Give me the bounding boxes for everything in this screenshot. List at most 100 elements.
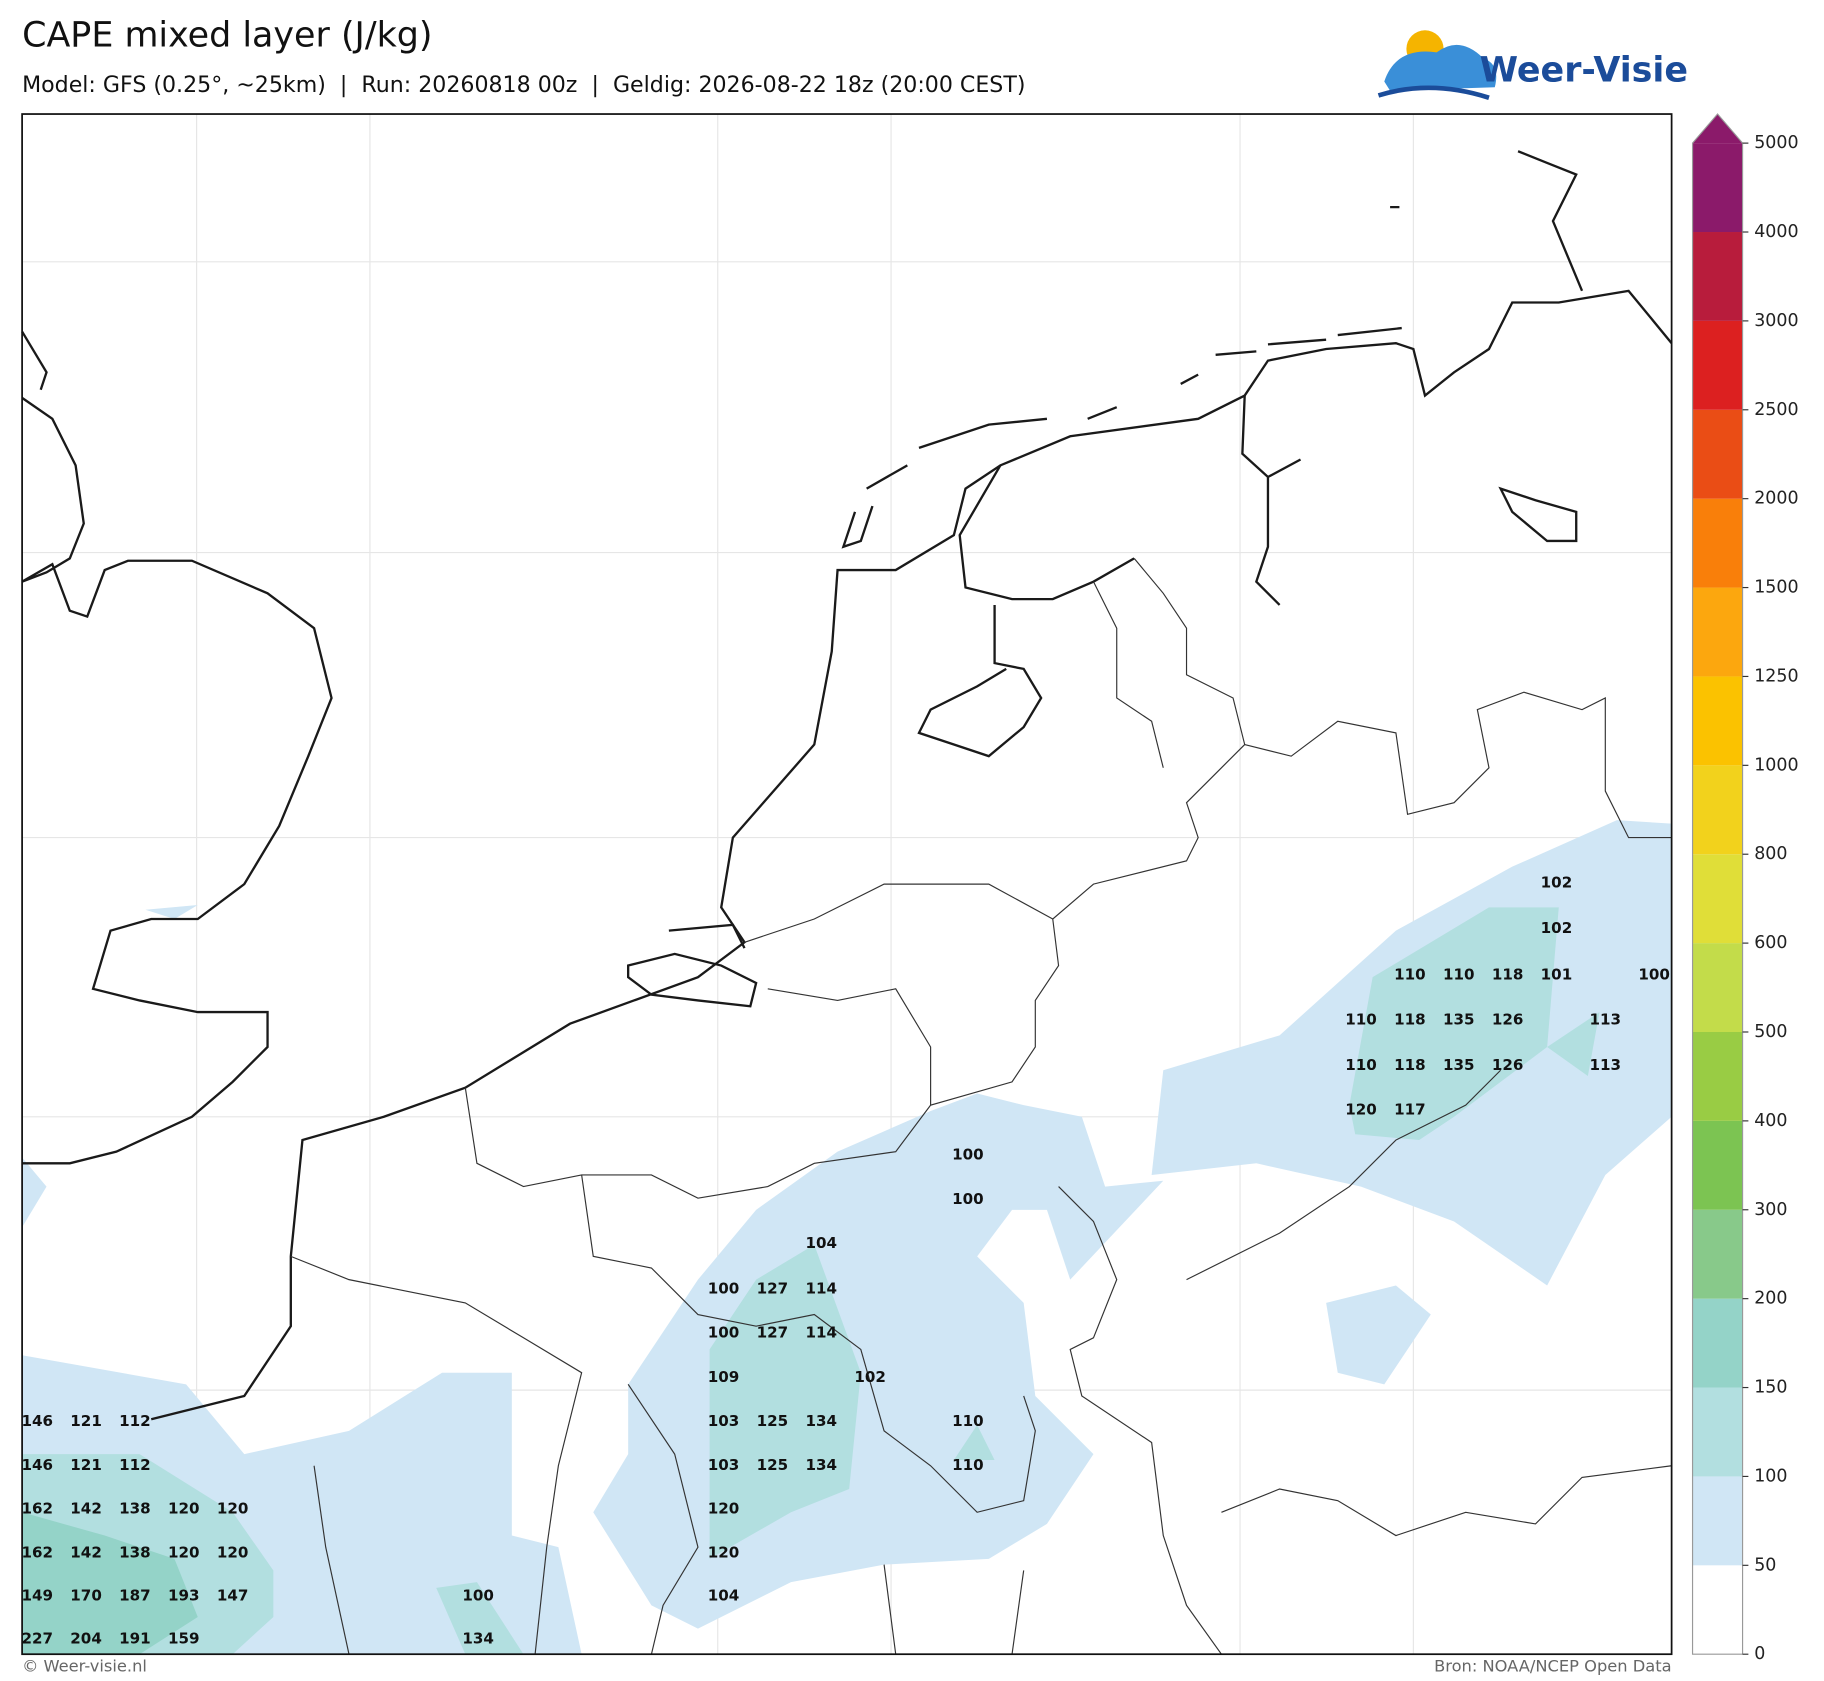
colorbar-segment <box>1692 143 1743 233</box>
map: 102 102 110 110 118 101 100 110 118 135 126 113 110 1… <box>21 113 1673 1656</box>
colorbar-segment <box>1692 587 1743 677</box>
value-label: 159 <box>168 1630 200 1648</box>
colorbar-segment <box>1692 854 1743 944</box>
colorbar-tick-label: 2500 <box>1754 400 1798 420</box>
colorbar-tick-label: 1000 <box>1754 755 1798 775</box>
colorbar-extension <box>1692 114 1743 144</box>
logo: Weer-Visie <box>1377 30 1688 100</box>
value-label: 135 <box>1443 1056 1475 1074</box>
value-label: 102 <box>854 1368 886 1386</box>
value-label: 113 <box>1590 1011 1622 1029</box>
colorbar-tick-label: 100 <box>1754 1466 1787 1486</box>
value-label: 101 <box>1541 965 1573 983</box>
value-label: 121 <box>70 1412 102 1430</box>
value-label: 104 <box>805 1234 837 1252</box>
value-label: 135 <box>1443 1011 1475 1029</box>
colorbar-segment <box>1692 409 1743 499</box>
value-label: 162 <box>21 1499 53 1517</box>
value-label: 162 <box>21 1544 53 1562</box>
value-label: 110 <box>1345 1011 1377 1029</box>
value-label: 127 <box>757 1324 789 1342</box>
value-label: 120 <box>708 1544 740 1562</box>
colorbar-tick-label: 2000 <box>1754 489 1798 509</box>
colorbar-segment <box>1692 1120 1743 1210</box>
value-label: 142 <box>70 1544 102 1562</box>
colorbar-segment <box>1692 676 1743 766</box>
cape-field <box>22 820 1672 1655</box>
colorbar-segment <box>1692 765 1743 855</box>
colorbar-tick-label: 4000 <box>1754 222 1798 242</box>
logo-text: Weer-Visie <box>1480 50 1688 90</box>
value-label: 100 <box>1638 965 1670 983</box>
colorbar-tick-label: 400 <box>1754 1111 1787 1131</box>
value-label: 118 <box>1492 965 1524 983</box>
value-label: 138 <box>119 1499 151 1517</box>
value-label: 120 <box>217 1544 249 1562</box>
value-label: 100 <box>952 1190 984 1208</box>
value-label: 187 <box>119 1587 151 1605</box>
source: Bron: NOAA/NCEP Open Data <box>1434 1657 1672 1676</box>
borders <box>290 558 1672 1655</box>
colorbar-tick-label: 150 <box>1754 1378 1787 1398</box>
value-label: 134 <box>462 1630 494 1648</box>
colorbar-tick-label: 1500 <box>1754 578 1798 598</box>
value-label: 120 <box>168 1499 200 1517</box>
value-label: 117 <box>1394 1100 1426 1118</box>
colorbar-segment <box>1692 320 1743 410</box>
colorbar-tick-label: 0 <box>1754 1644 1765 1664</box>
title: CAPE mixed layer (J/kg) <box>22 16 432 56</box>
value-label: 193 <box>168 1587 200 1605</box>
value-label: 125 <box>757 1412 789 1430</box>
value-label: 126 <box>1492 1056 1524 1074</box>
value-label: 125 <box>757 1456 789 1474</box>
value-label: 126 <box>1492 1011 1524 1029</box>
value-label: 191 <box>119 1630 151 1648</box>
value-label: 121 <box>70 1456 102 1474</box>
value-label: 170 <box>70 1587 102 1605</box>
value-label: 110 <box>952 1456 984 1474</box>
colorbar-tick-label: 800 <box>1754 844 1787 864</box>
value-label: 114 <box>805 1324 837 1342</box>
value-label: 102 <box>1541 873 1573 891</box>
value-label: 146 <box>21 1456 53 1474</box>
value-label: 109 <box>708 1368 740 1386</box>
value-label: 114 <box>805 1279 837 1297</box>
value-label: 112 <box>119 1456 151 1474</box>
colorbar-tick-label: 300 <box>1754 1200 1787 1220</box>
value-label: 100 <box>952 1146 984 1164</box>
value-label: 113 <box>1590 1056 1622 1074</box>
colorbar-segment <box>1692 1387 1743 1477</box>
credit: © Weer-visie.nl <box>22 1657 147 1676</box>
colorbar-tick-label: 50 <box>1754 1555 1776 1575</box>
colorbar-segment <box>1692 1209 1743 1299</box>
value-label: 118 <box>1394 1056 1426 1074</box>
colorbar-segment <box>1692 1298 1743 1388</box>
value-label: 120 <box>217 1499 249 1517</box>
value-label: 112 <box>119 1412 151 1430</box>
colorbar-tick-label: 600 <box>1754 933 1787 953</box>
colorbar: 0 50 100 150 200 300 400 500 600 800 1000 1250 1500 2… <box>1691 113 1799 1664</box>
colorbar-segment <box>1692 1476 1743 1566</box>
value-label: 100 <box>708 1279 740 1297</box>
value-label: 103 <box>708 1456 740 1474</box>
subtitle: Model: GFS (0.25°, ~25km) | Run: 2026081… <box>22 72 1025 98</box>
value-label: 147 <box>217 1587 249 1605</box>
value-label: 227 <box>21 1630 53 1648</box>
value-label: 100 <box>708 1324 740 1342</box>
colorbar-tick-label: 3000 <box>1754 311 1798 331</box>
colorbar-tick-label: 5000 <box>1754 133 1798 153</box>
value-label: 103 <box>708 1412 740 1430</box>
coastlines <box>21 150 1673 1421</box>
value-label: 110 <box>1345 1056 1377 1074</box>
value-label: 102 <box>1541 919 1573 937</box>
colorbar-segment <box>1692 943 1743 1032</box>
value-label: 110 <box>1443 965 1475 983</box>
colorbar-tick-label: 1250 <box>1754 666 1798 686</box>
value-label: 142 <box>70 1499 102 1517</box>
value-label: 100 <box>462 1587 494 1605</box>
value-labels: 102 102 110 110 118 101 100 110 118 135 126 113 110 1… <box>21 873 1669 1647</box>
value-label: 104 <box>708 1587 740 1605</box>
value-label: 118 <box>1394 1011 1426 1029</box>
value-label: 120 <box>708 1499 740 1517</box>
colorbar-frame <box>1691 113 1744 1655</box>
